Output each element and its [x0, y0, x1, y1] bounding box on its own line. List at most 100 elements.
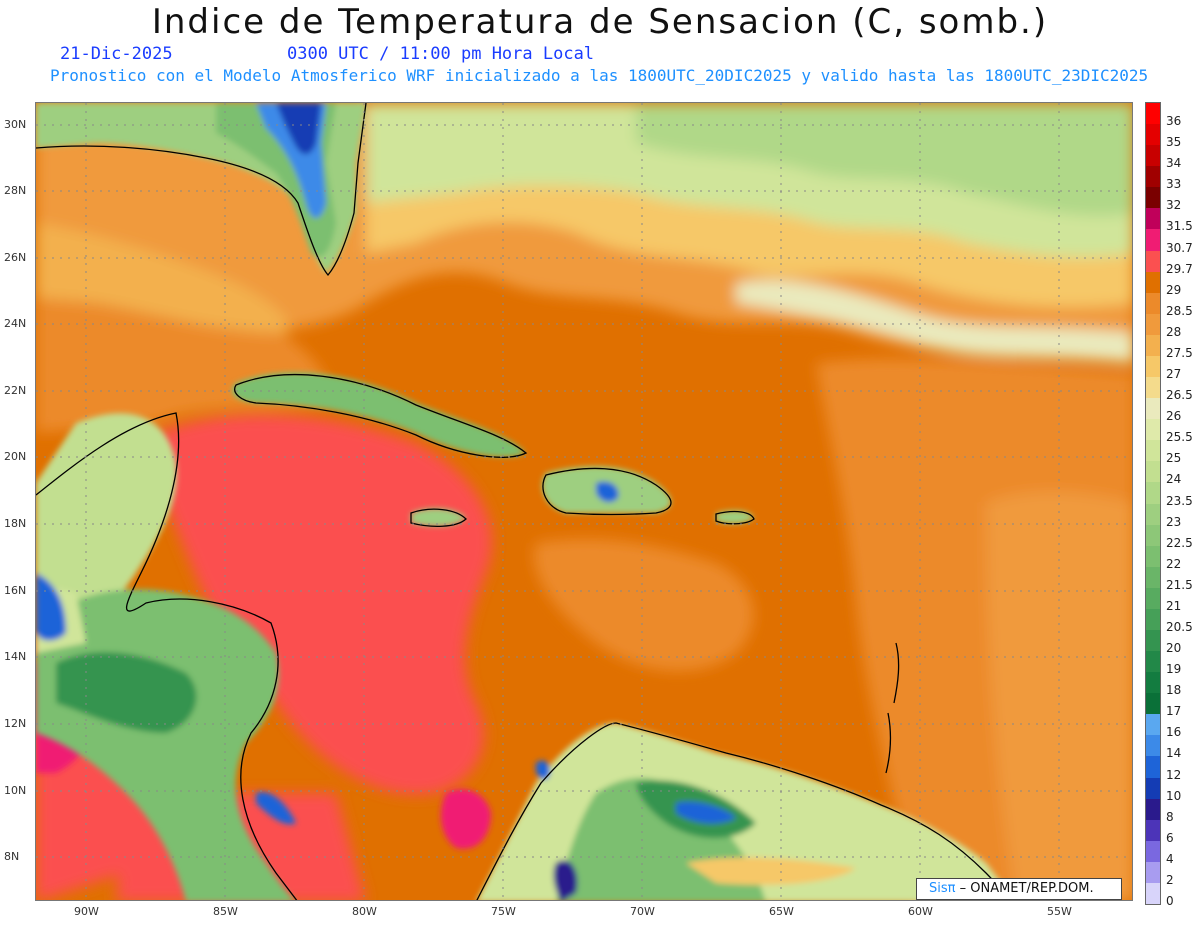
- colorbar-label: 24: [1166, 472, 1182, 487]
- colorbar-label: 23: [1166, 514, 1182, 529]
- colorbar-swatch: [1146, 461, 1160, 483]
- forecast-date: 21-Dic-2025: [60, 44, 173, 64]
- colorbar-label: 27.5: [1166, 345, 1193, 360]
- colorbar-swatch: [1146, 377, 1160, 399]
- colorbar-swatch: [1146, 861, 1160, 884]
- lon-label: 75W: [491, 905, 516, 918]
- map-canvas: [36, 103, 1132, 900]
- lat-label: 8N: [4, 850, 20, 863]
- colorbar-swatch: [1146, 187, 1160, 209]
- lon-label: 90W: [74, 905, 99, 918]
- colorbar-swatch: [1146, 714, 1160, 736]
- colorbar-label: 21: [1166, 598, 1182, 613]
- lat-label: 12N: [4, 717, 27, 730]
- colorbar-label: 26: [1166, 409, 1182, 424]
- lat-label: 26N: [4, 251, 27, 264]
- colorbar-swatch: [1146, 440, 1160, 462]
- colorbar-label: 10: [1166, 788, 1182, 803]
- lat-label: 24N: [4, 317, 27, 330]
- colorbar-label: 30.7: [1166, 240, 1193, 255]
- colorbar-label: 22.5: [1166, 535, 1193, 550]
- colorbar-label: 18: [1166, 683, 1182, 698]
- colorbar-swatch: [1146, 482, 1160, 504]
- colorbar: [1145, 102, 1161, 905]
- colorbar-swatch: [1146, 166, 1160, 188]
- heat-index-map: [35, 102, 1133, 901]
- lat-label: 28N: [4, 184, 27, 197]
- colorbar-swatch: [1146, 419, 1160, 441]
- lon-label: 60W: [908, 905, 933, 918]
- lon-label: 70W: [630, 905, 655, 918]
- colorbar-swatch: [1146, 292, 1160, 315]
- lat-label: 20N: [4, 450, 27, 463]
- colorbar-swatch: [1146, 798, 1160, 821]
- colorbar-swatch: [1146, 313, 1160, 336]
- colorbar-label: 19: [1166, 662, 1182, 677]
- colorbar-swatch: [1146, 651, 1160, 673]
- colorbar-swatch: [1146, 208, 1160, 230]
- map-title: Indice de Temperatura de Sensacion (C, s…: [151, 2, 1049, 42]
- colorbar-label: 29.7: [1166, 261, 1193, 276]
- lon-label: 55W: [1047, 905, 1072, 918]
- colorbar-label: 8: [1166, 809, 1174, 824]
- colorbar-swatch: [1146, 882, 1160, 905]
- colorbar-swatch: [1146, 735, 1160, 757]
- graticule: [36, 103, 1132, 900]
- colorbar-swatch: [1146, 840, 1160, 863]
- colorbar-label: 16: [1166, 725, 1182, 740]
- colorbar-label: 20: [1166, 641, 1182, 656]
- colorbar-label: 26.5: [1166, 388, 1193, 403]
- colorbar-label: 14: [1166, 746, 1182, 761]
- colorbar-label: 32: [1166, 198, 1182, 213]
- lat-label: 18N: [4, 517, 27, 530]
- colorbar-swatch: [1146, 819, 1160, 842]
- colorbar-label: 29: [1166, 282, 1182, 297]
- colorbar-swatch: [1146, 587, 1160, 610]
- lon-label: 80W: [352, 905, 377, 918]
- coastlines: [36, 103, 1013, 900]
- lon-label: 65W: [769, 905, 794, 918]
- colorbar-swatch: [1146, 524, 1160, 547]
- colorbar-swatch: [1146, 103, 1160, 125]
- credit-text: – ONAMET/REP.DOM.: [955, 881, 1094, 896]
- colorbar-label: 28: [1166, 324, 1182, 339]
- colorbar-label: 23.5: [1166, 493, 1193, 508]
- colorbar-label: 25: [1166, 451, 1182, 466]
- colorbar-swatch: [1146, 250, 1160, 273]
- colorbar-swatch: [1146, 355, 1160, 378]
- model-run-info: Pronostico con el Modelo Atmosferico WRF…: [50, 66, 1149, 85]
- colorbar-swatch: [1146, 334, 1160, 357]
- lat-label: 22N: [4, 384, 27, 397]
- colorbar-swatch: [1146, 229, 1160, 252]
- colorbar-swatch: [1146, 271, 1160, 294]
- colorbar-swatch: [1146, 756, 1160, 779]
- colorbar-label: 28.5: [1166, 303, 1193, 318]
- colorbar-label: 12: [1166, 767, 1182, 782]
- colorbar-label: 27: [1166, 367, 1182, 382]
- colorbar-label: 22: [1166, 556, 1182, 571]
- colorbar-label: 4: [1166, 851, 1174, 866]
- colorbar-swatch: [1146, 672, 1160, 694]
- colorbar-label: 21.5: [1166, 577, 1193, 592]
- colorbar-label: 2: [1166, 872, 1174, 887]
- credit-box: Sisπ – ONAMET/REP.DOM.: [916, 878, 1122, 900]
- lat-label: 14N: [4, 650, 27, 663]
- colorbar-swatch: [1146, 608, 1160, 631]
- colorbar-label: 20.5: [1166, 619, 1193, 634]
- colorbar-label: 35: [1166, 135, 1182, 150]
- colorbar-label: 0: [1166, 894, 1174, 908]
- colorbar-label: 6: [1166, 830, 1174, 845]
- forecast-time: 0300 UTC / 11:00 pm Hora Local: [287, 44, 595, 64]
- lat-label: 10N: [4, 784, 27, 797]
- colorbar-swatch: [1146, 145, 1160, 167]
- lat-label: 16N: [4, 584, 27, 597]
- colorbar-label: 25.5: [1166, 430, 1193, 445]
- sispi-logo: Sisπ: [929, 881, 956, 896]
- colorbar-label: 36: [1166, 114, 1182, 129]
- colorbar-swatch: [1146, 566, 1160, 589]
- colorbar-swatch: [1146, 629, 1160, 652]
- colorbar-label: 17: [1166, 704, 1182, 719]
- lon-label: 85W: [213, 905, 238, 918]
- lat-label: 30N: [4, 118, 27, 131]
- colorbar-swatch: [1146, 124, 1160, 146]
